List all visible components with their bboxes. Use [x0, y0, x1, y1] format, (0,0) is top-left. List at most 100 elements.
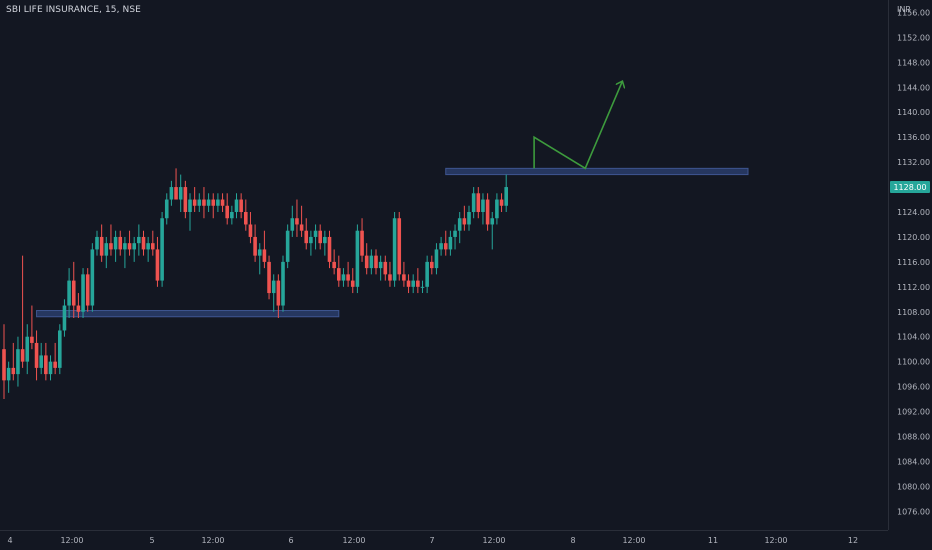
candle	[2, 324, 6, 400]
candle	[476, 187, 481, 219]
candle	[276, 274, 281, 318]
candle	[337, 255, 341, 287]
candle	[467, 205, 471, 231]
candle	[99, 224, 104, 262]
candle-body	[123, 243, 127, 250]
candle-body	[48, 361, 53, 375]
candle-body	[248, 224, 253, 237]
candle-body	[318, 230, 322, 244]
candle	[416, 268, 420, 294]
candle-body	[34, 342, 39, 368]
candle-body	[137, 236, 141, 244]
candle-body	[285, 230, 290, 262]
candle-body	[155, 249, 160, 281]
candle-body	[234, 199, 239, 212]
candle	[220, 193, 225, 212]
candle-body	[364, 255, 369, 269]
candle	[425, 255, 429, 294]
candle	[327, 230, 332, 269]
projection-arrow[interactable]	[533, 81, 622, 170]
x-tick-label: 12:00	[60, 536, 83, 545]
candle	[309, 230, 313, 256]
x-tick-label: 8	[570, 536, 575, 545]
candle	[406, 274, 411, 294]
candle	[374, 249, 378, 275]
candle-body	[160, 218, 164, 281]
candle	[392, 212, 397, 287]
y-tick-label: 1092.00	[897, 408, 930, 417]
candle	[378, 255, 383, 281]
candle-body	[378, 261, 383, 269]
y-tick-label: 1100.00	[897, 358, 930, 367]
candle	[257, 243, 262, 275]
candle	[285, 224, 290, 269]
candle	[453, 224, 457, 250]
candle-body	[146, 243, 150, 250]
candle-body	[109, 243, 113, 250]
candle	[248, 212, 253, 244]
candle-body	[420, 286, 425, 288]
candle	[202, 187, 206, 219]
y-tick-label: 1136.00	[897, 133, 930, 142]
candle	[318, 224, 322, 250]
price-axis[interactable]: INR 1156.00 1152.00 1148.00 1144.00 1140.00 1…	[888, 0, 931, 530]
candle-body	[85, 274, 90, 306]
candle-body	[332, 261, 336, 269]
y-tick-label: 1108.00	[897, 308, 930, 317]
candle-body	[313, 230, 318, 237]
candle	[495, 193, 499, 225]
candle-body	[360, 230, 364, 256]
candle-body	[323, 236, 327, 244]
candle	[16, 336, 20, 387]
candle	[411, 274, 415, 294]
candle	[323, 230, 327, 256]
candle-body	[374, 255, 378, 269]
candle-body	[467, 212, 471, 225]
candle	[58, 324, 62, 375]
y-tick-label: 1084.00	[897, 457, 930, 466]
symbol-name: SBI LIFE INSURANCE	[6, 5, 100, 15]
price-zone[interactable]	[36, 310, 340, 318]
candle-body	[25, 336, 30, 362]
candle	[48, 355, 53, 381]
candle-body	[495, 199, 499, 219]
candle	[90, 243, 95, 312]
candle	[137, 224, 141, 256]
candle-body	[71, 280, 76, 306]
candle	[485, 193, 490, 231]
candle-body	[499, 199, 504, 206]
candle-body	[216, 199, 220, 206]
candle-body	[304, 230, 309, 244]
candle-body	[295, 218, 299, 225]
candle	[355, 224, 360, 294]
price-zone[interactable]	[445, 167, 749, 176]
y-tick-label: 1076.00	[897, 507, 930, 516]
candle	[197, 193, 202, 212]
candle	[62, 299, 67, 337]
candle	[123, 236, 127, 269]
candle-body	[355, 230, 360, 287]
candle	[6, 361, 11, 393]
y-tick-label: 1156.00	[897, 8, 930, 17]
candle	[471, 187, 476, 219]
chart-title: SBI LIFE INSURANCE15NSE	[6, 5, 141, 15]
candle-body	[44, 355, 48, 375]
candle-body	[188, 199, 192, 212]
candle-body	[99, 236, 104, 256]
candle	[281, 255, 285, 312]
candle	[206, 193, 211, 212]
candle-body	[290, 218, 295, 231]
candle	[290, 205, 295, 237]
x-tick-label: 4	[7, 536, 12, 545]
time-axis[interactable]: 4 12:00 5 12:00 6 12:00 7 12:00 8 12:00 11 12:00 12	[0, 530, 888, 546]
candle-body	[90, 249, 95, 306]
candle-body	[337, 268, 341, 281]
candle	[341, 268, 346, 287]
candle	[234, 193, 239, 219]
candle-body	[30, 336, 34, 343]
candle-body	[11, 367, 16, 375]
candle-body	[132, 243, 136, 250]
candle-body	[425, 261, 429, 287]
candle-body	[434, 249, 439, 269]
